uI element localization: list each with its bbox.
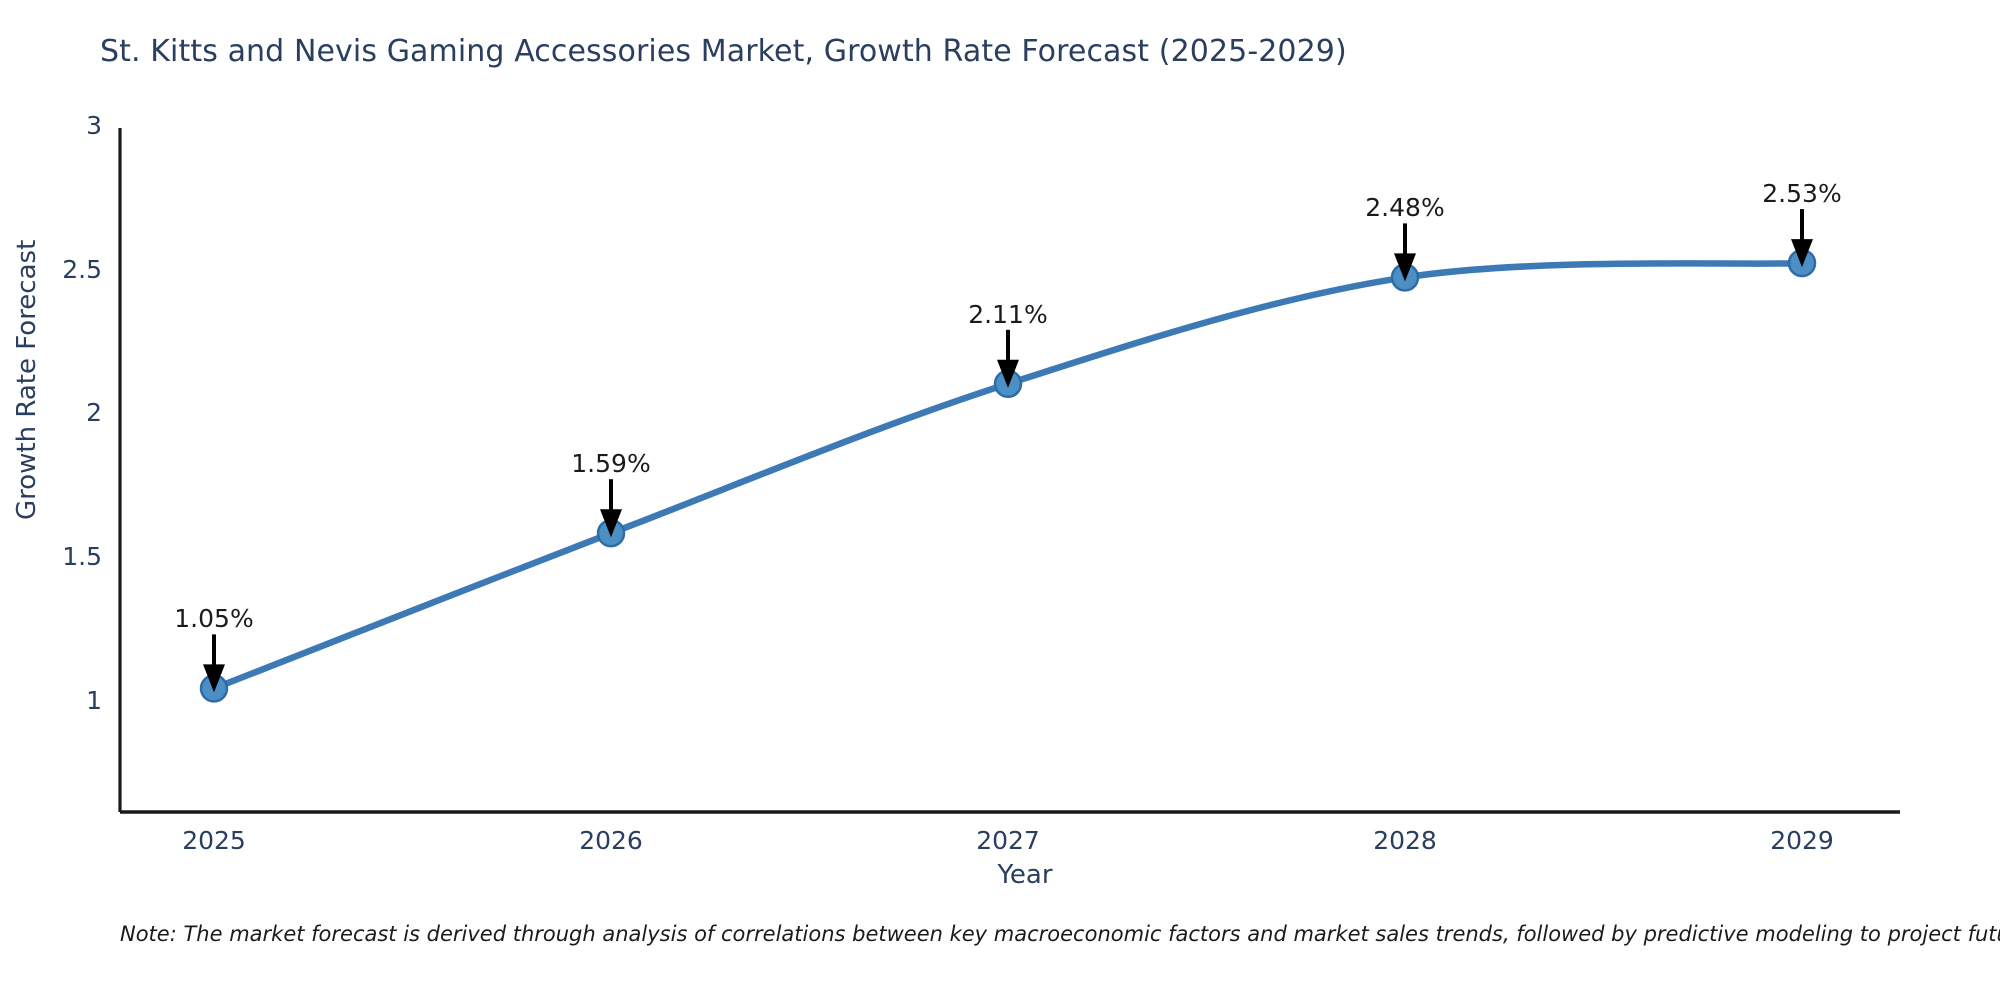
annotation-arrow-icon	[600, 479, 622, 538]
y-tick-label: 1	[86, 685, 102, 715]
annotation-arrow-icon	[203, 634, 225, 693]
y-axis-title: Growth Rate Forecast	[12, 239, 42, 520]
x-tick-label: 2027	[976, 826, 1040, 855]
x-tick-label: 2028	[1373, 826, 1437, 855]
annotation-arrows	[203, 209, 1813, 693]
x-tick-label: 2026	[579, 826, 643, 855]
data-point-label: 2.53%	[1762, 179, 1842, 209]
chart-footnote: Note: The market forecast is derived thr…	[120, 922, 2000, 946]
data-point-label: 1.05%	[174, 604, 254, 634]
annotation-arrow-icon	[1791, 209, 1813, 268]
data-point-label: 1.59%	[571, 449, 651, 479]
y-tick-label: 2	[86, 398, 102, 428]
y-tick-label: 1.5	[62, 542, 102, 572]
x-axis-title: Year	[997, 860, 1053, 890]
y-tick-label: 2.5	[62, 254, 102, 284]
chart-title: St. Kitts and Nevis Gaming Accessories M…	[100, 34, 1347, 69]
x-tick-label: 2025	[182, 826, 246, 855]
annotation-arrow-icon	[997, 329, 1019, 388]
y-tick-label: 3	[86, 111, 102, 140]
annotation-arrow-icon	[1394, 223, 1416, 282]
x-tick-label: 2029	[1770, 826, 1834, 855]
data-point-label: 2.11%	[968, 299, 1048, 329]
data-point-label: 2.48%	[1365, 193, 1445, 223]
